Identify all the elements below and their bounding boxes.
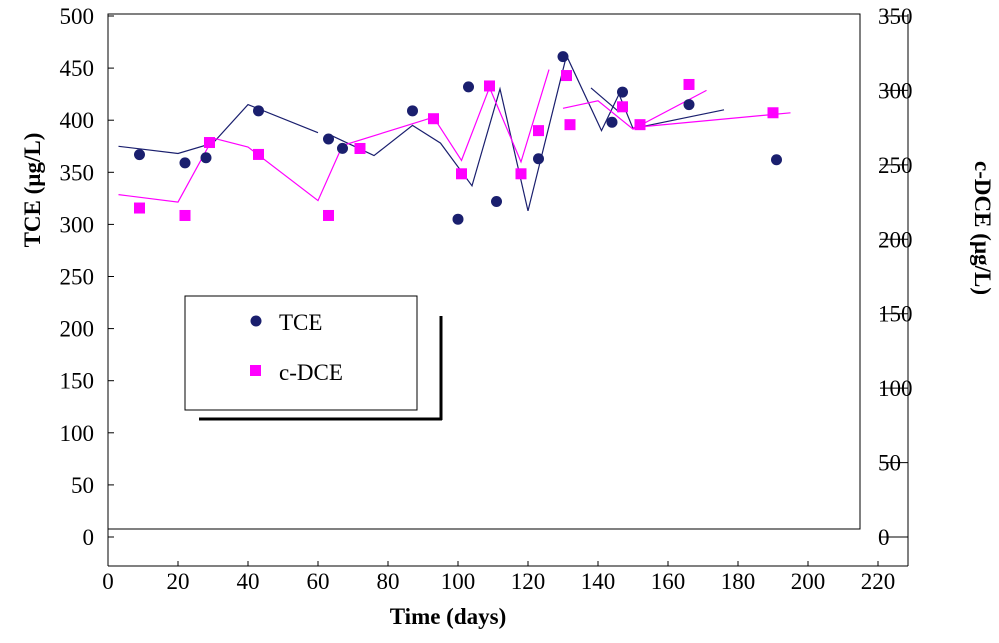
c-dce-point [204,137,215,149]
legend-tce-marker [250,315,262,327]
x-tick-label: 160 [651,569,686,594]
y-left-tick-label: 450 [60,56,95,81]
legend-cdce-marker [250,365,261,376]
x-tick-label: 200 [791,569,826,594]
y-left-tick-label: 250 [60,265,95,290]
y-right-tick-label: 50 [878,451,901,476]
x-axis-title: Time (days) [390,604,507,629]
tce-point [463,81,474,93]
y-right-tick-label: 350 [878,4,913,29]
x-tick-label: 40 [237,569,260,594]
y-right-tick-label: 250 [878,153,913,178]
trend-line-c-dce [562,89,707,130]
legend-tce-label: TCE [279,310,322,335]
x-tick-label: 180 [721,569,756,594]
c-dce-point [354,142,366,154]
trend-lines-layer [118,53,791,212]
c-dce-point [456,168,467,180]
trend-line-tce [632,109,725,130]
c-dce-point [428,113,439,125]
y-right-tick-label: 200 [878,227,913,252]
y-right-tick-label: 100 [878,376,913,401]
y-left-tick-label: 150 [60,369,95,394]
c-dce-point [253,148,264,160]
tce-point [323,133,334,145]
c-dce-point [484,80,495,92]
tce-point [557,51,569,63]
c-dce-point [515,168,527,180]
tce-point [771,154,782,166]
y-left-tick-label: 300 [60,212,95,237]
x-tick-label: 140 [581,569,616,594]
tce-point [337,142,348,154]
trend-line-tce [331,53,634,212]
tce-point [533,153,544,165]
c-dce-point [683,78,695,90]
tce-point [683,99,695,111]
c-dce-point [134,202,145,214]
ticks-layer: 0 20 40 60 80 100 120 140 160 180 200 220 0 50 100 150 2… [60,4,913,594]
right-y-axis-title: c-DCE (µg/L) [970,161,995,295]
c-dce-point [323,209,334,221]
y-right-tick-label: 150 [878,302,913,327]
x-tick-label: 60 [307,569,330,594]
trend-line-tce [118,103,319,155]
c-dce-point [767,107,779,119]
c-dce-point [561,70,572,82]
c-dce-point [533,125,544,137]
y-left-tick-label: 0 [83,525,95,550]
legend-box [184,295,418,411]
y-right-tick-label: 300 [878,78,913,103]
legend-cdce-label: c-DCE [279,360,343,385]
x-tick-label: 80 [377,569,400,594]
y-left-tick-label: 400 [60,108,95,133]
x-tick-label: 120 [511,569,546,594]
x-tick-label: 0 [102,569,114,594]
y-left-tick-label: 350 [60,160,95,185]
y-left-tick-label: 50 [71,473,94,498]
y-left-tick-label: 500 [60,4,95,29]
legend: TCE c-DCE [184,295,443,421]
x-tick-label: 220 [861,569,896,594]
c-dce-point [179,209,191,221]
trend-line-tce [590,87,620,113]
x-tick-label: 20 [167,569,190,594]
tce-point [134,149,145,161]
trend-line-c-dce [632,112,791,129]
y-right-tick-label: 0 [878,525,890,550]
c-dce-point [634,119,646,131]
c-dce-point [564,119,576,131]
tce-point [407,105,418,117]
y-left-tick-label: 100 [60,421,95,446]
tce-point [179,157,191,169]
data-points-layer [134,51,782,225]
tce-point [491,195,502,207]
tce-point [452,213,464,225]
tce-point [200,152,212,164]
left-y-axis-title: TCE (µg/L) [20,133,45,248]
y-left-tick-label: 200 [60,317,95,342]
c-dce-point [617,101,628,113]
tce-point [253,105,264,117]
tce-point [617,86,628,98]
x-tick-label: 100 [441,569,476,594]
tce-point [606,116,618,128]
